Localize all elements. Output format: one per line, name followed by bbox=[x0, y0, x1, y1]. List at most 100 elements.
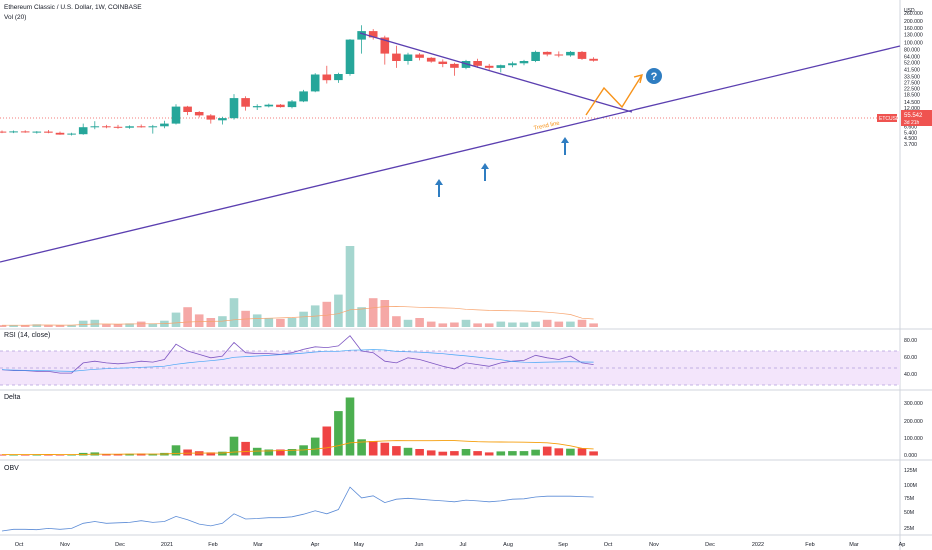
candle-body bbox=[287, 101, 297, 108]
delta-bar bbox=[566, 448, 575, 456]
volume-bar bbox=[55, 325, 65, 327]
volume-bar bbox=[554, 321, 564, 327]
candle-body bbox=[392, 53, 401, 61]
volume-bar bbox=[368, 298, 378, 327]
rsi-line bbox=[1, 335, 594, 374]
volume-bar bbox=[90, 319, 100, 327]
candle-body bbox=[450, 63, 459, 68]
price-tick-label: 6.600 bbox=[904, 124, 917, 130]
delta-bar bbox=[368, 441, 378, 456]
delta-bar bbox=[299, 445, 308, 456]
volume-bar bbox=[531, 321, 540, 327]
candle-body bbox=[252, 106, 262, 108]
volume-bar bbox=[334, 294, 343, 327]
volume-bar bbox=[276, 318, 285, 327]
delta-bar bbox=[241, 441, 250, 456]
candle-body bbox=[357, 31, 366, 40]
delta-bar bbox=[171, 445, 181, 456]
price-tick-label: 27.500 bbox=[904, 80, 920, 86]
volume-bar bbox=[345, 246, 355, 327]
candle-body bbox=[473, 61, 482, 66]
delta-tick-label: 0.000 bbox=[904, 453, 917, 459]
time-tick-label: Dec bbox=[705, 542, 715, 548]
delta-bar bbox=[380, 442, 390, 456]
time-tick-label: Ap bbox=[899, 542, 906, 548]
candle-body bbox=[218, 118, 227, 121]
delta-bar bbox=[252, 447, 262, 456]
volume-bar bbox=[577, 319, 587, 327]
volume-bar bbox=[252, 314, 262, 327]
candle-body bbox=[496, 65, 506, 68]
delta-bar bbox=[461, 449, 471, 456]
obv-plot bbox=[1, 486, 594, 532]
delta-bar bbox=[415, 449, 424, 456]
price-tick-label: 4.500 bbox=[904, 136, 917, 142]
rsi-tick-label: 80.00 bbox=[904, 338, 917, 344]
current-price-tag bbox=[901, 110, 932, 126]
volume-bar bbox=[519, 322, 529, 327]
time-tick-label: Mar bbox=[253, 542, 263, 548]
price-tick-label: 52.000 bbox=[904, 61, 920, 67]
question-icon-glyph: ? bbox=[651, 71, 658, 83]
candle-body bbox=[0, 131, 7, 133]
volume-bar bbox=[20, 325, 30, 327]
delta-bar bbox=[287, 449, 297, 456]
candle-body bbox=[229, 98, 239, 119]
ascending-trend-line bbox=[0, 45, 901, 263]
candle-body bbox=[160, 123, 169, 127]
volume-bar bbox=[299, 311, 308, 327]
volume-bar bbox=[426, 321, 436, 327]
delta-bar bbox=[508, 451, 517, 456]
candle-body bbox=[589, 58, 598, 61]
delta-plot bbox=[0, 397, 598, 456]
candle-body bbox=[334, 74, 343, 81]
rsi-plot bbox=[1, 335, 594, 374]
obv-tick-label: 75M bbox=[904, 496, 914, 502]
up-arrow-icon bbox=[481, 163, 489, 181]
obv-tick-label: 125M bbox=[904, 468, 917, 474]
candle-body bbox=[183, 106, 192, 112]
candle-body bbox=[299, 91, 308, 102]
volume-ma-line bbox=[2, 306, 594, 326]
candle-body bbox=[9, 131, 18, 133]
time-axis: Oct Nov Dec 2021 Feb Mar Apr May Jun Jul Aug Sep Oct… bbox=[15, 542, 906, 548]
volume-bar bbox=[264, 318, 274, 327]
delta-bar bbox=[589, 451, 598, 456]
volume-bar bbox=[229, 298, 239, 327]
delta-bar bbox=[450, 451, 459, 456]
candle-body bbox=[78, 127, 88, 135]
candle-body bbox=[345, 39, 355, 74]
candle-body bbox=[20, 131, 30, 133]
delta-bar bbox=[113, 454, 123, 456]
delta-bar bbox=[473, 451, 482, 456]
candle-body bbox=[403, 54, 413, 61]
price-tick-label: 130.000 bbox=[904, 33, 923, 39]
delta-tick-label: 200.000 bbox=[904, 419, 923, 425]
volume-bar bbox=[113, 324, 123, 327]
price-tick-label: 200.000 bbox=[904, 19, 923, 25]
time-tick-label: Sep bbox=[558, 542, 568, 548]
up-arrow-icon bbox=[561, 137, 569, 155]
price-tick-label: 18.500 bbox=[904, 93, 920, 99]
time-tick-label: Mar bbox=[849, 542, 859, 548]
time-tick-label: Oct bbox=[15, 542, 24, 548]
delta-bar bbox=[276, 449, 285, 456]
time-tick-label: Apr bbox=[311, 542, 320, 548]
volume-bar bbox=[183, 307, 192, 327]
currency-label: USD bbox=[904, 8, 915, 14]
delta-bar bbox=[183, 449, 192, 456]
volume-bar bbox=[357, 307, 366, 327]
delta-bar bbox=[531, 449, 540, 456]
delta-bar bbox=[519, 451, 529, 456]
rsi-tick-label: 60.00 bbox=[904, 355, 917, 361]
trend-line-label: Trend line bbox=[533, 120, 561, 132]
delta-bar bbox=[322, 426, 332, 456]
volume-bar bbox=[380, 300, 390, 327]
delta-bar bbox=[310, 437, 320, 456]
volume-bar bbox=[194, 314, 204, 327]
price-tick-label: 5.400 bbox=[904, 131, 917, 137]
volume-bar bbox=[508, 322, 517, 327]
chart-title: Ethereum Classic / U.S. Dollar, 1W, COIN… bbox=[4, 4, 142, 11]
